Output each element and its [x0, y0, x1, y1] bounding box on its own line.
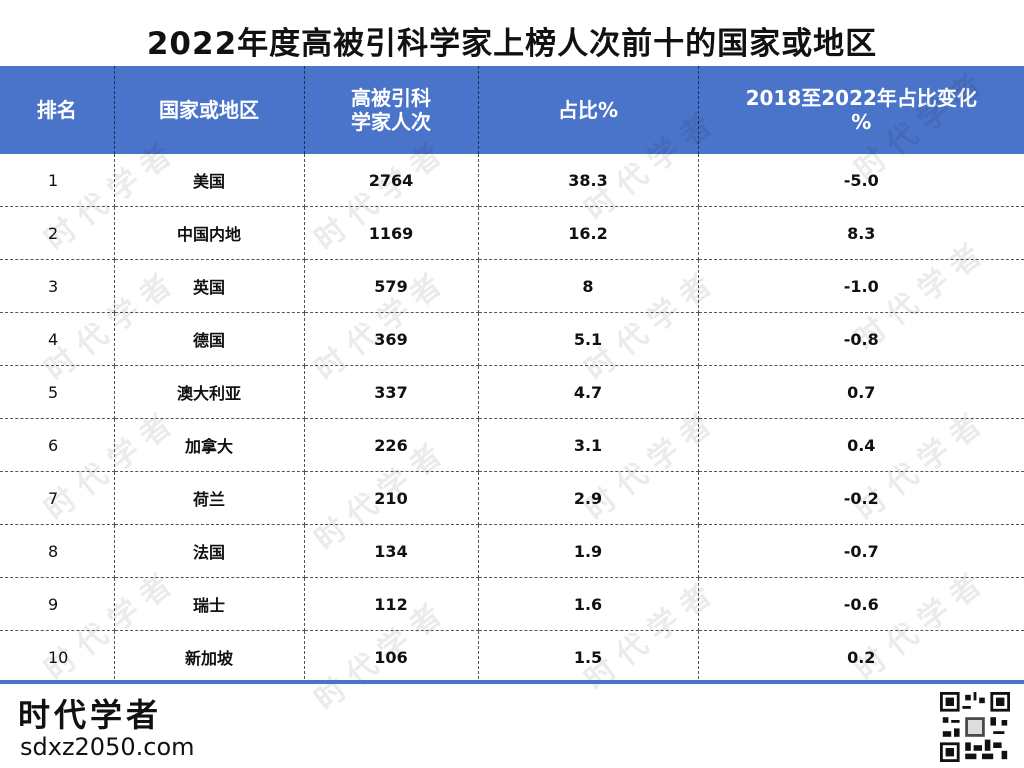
change-cell: -0.6: [698, 577, 1024, 631]
table-row: 3 英国 579 8 -1.0: [0, 259, 1024, 313]
table-header-row: 排名 国家或地区 高被引科 学家人次 占比% 2018至2022年占比变化%: [0, 66, 1024, 154]
count-cell: 1169: [304, 206, 479, 260]
change-cell: 0.4: [698, 418, 1024, 472]
share-cell: 8: [478, 259, 699, 313]
count-cell: 112: [304, 577, 479, 631]
table-row: 8 法国 134 1.9 -0.7: [0, 524, 1024, 578]
rank-cell: 10: [0, 630, 115, 684]
table-row: 1 美国 2764 38.3 -5.0: [0, 154, 1024, 207]
country-cell: 中国内地: [114, 206, 305, 260]
country-cell: 澳大利亚: [114, 365, 305, 419]
brand-name: 时代学者: [18, 696, 163, 734]
header-share: 占比%: [478, 66, 699, 154]
count-cell: 134: [304, 524, 479, 578]
share-cell: 3.1: [478, 418, 699, 472]
qr-code-icon: [940, 692, 1010, 762]
country-cell: 英国: [114, 259, 305, 313]
rank-cell: 8: [0, 524, 115, 578]
change-cell: -5.0: [698, 154, 1024, 207]
rank-cell: 7: [0, 471, 115, 525]
country-cell: 德国: [114, 312, 305, 366]
rank-cell: 2: [0, 206, 115, 260]
rank-cell: 5: [0, 365, 115, 419]
share-cell: 1.5: [478, 630, 699, 684]
country-cell: 加拿大: [114, 418, 305, 472]
table-row: 5 澳大利亚 337 4.7 0.7: [0, 365, 1024, 419]
rank-cell: 9: [0, 577, 115, 631]
country-cell: 新加坡: [114, 630, 305, 684]
table-row: 9 瑞士 112 1.6 -0.6: [0, 577, 1024, 631]
change-cell: 0.7: [698, 365, 1024, 419]
table-row: 7 荷兰 210 2.9 -0.2: [0, 471, 1024, 525]
share-cell: 1.9: [478, 524, 699, 578]
change-cell: -0.7: [698, 524, 1024, 578]
count-cell: 579: [304, 259, 479, 313]
rank-cell: 3: [0, 259, 115, 313]
header-change: 2018至2022年占比变化%: [698, 66, 1024, 154]
header-country: 国家或地区: [114, 66, 305, 154]
footer-divider: [0, 680, 1024, 684]
share-cell: 38.3: [478, 154, 699, 207]
table-row: 4 德国 369 5.1 -0.8: [0, 312, 1024, 366]
share-cell: 4.7: [478, 365, 699, 419]
share-cell: 2.9: [478, 471, 699, 525]
rank-cell: 4: [0, 312, 115, 366]
country-cell: 瑞士: [114, 577, 305, 631]
change-cell: -1.0: [698, 259, 1024, 313]
count-cell: 210: [304, 471, 479, 525]
count-cell: 2764: [304, 154, 479, 207]
header-count: 高被引科 学家人次: [304, 66, 479, 154]
share-cell: 1.6: [478, 577, 699, 631]
change-cell: 0.2: [698, 630, 1024, 684]
country-cell: 荷兰: [114, 471, 305, 525]
count-cell: 369: [304, 312, 479, 366]
table-row: 2 中国内地 1169 16.2 8.3: [0, 206, 1024, 260]
count-cell: 337: [304, 365, 479, 419]
rank-cell: 6: [0, 418, 115, 472]
table-row: 6 加拿大 226 3.1 0.4: [0, 418, 1024, 472]
table-body: 1 美国 2764 38.3 -5.0 2 中国内地 1169 16.2 8.3 3 英国 579 8 -1…: [0, 154, 1024, 684]
country-cell: 美国: [114, 154, 305, 207]
change-cell: 8.3: [698, 206, 1024, 260]
page-title: 2022年度高被引科学家上榜人次前十的国家或地区: [146, 26, 878, 62]
share-cell: 5.1: [478, 312, 699, 366]
change-cell: -0.8: [698, 312, 1024, 366]
brand-url: sdxz2050.com: [20, 733, 195, 761]
count-cell: 106: [304, 630, 479, 684]
table-row: 10 新加坡 106 1.5 0.2: [0, 630, 1024, 684]
country-cell: 法国: [114, 524, 305, 578]
count-cell: 226: [304, 418, 479, 472]
share-cell: 16.2: [478, 206, 699, 260]
change-cell: -0.2: [698, 471, 1024, 525]
rank-cell: 1: [0, 154, 115, 207]
header-rank: 排名: [0, 66, 115, 154]
